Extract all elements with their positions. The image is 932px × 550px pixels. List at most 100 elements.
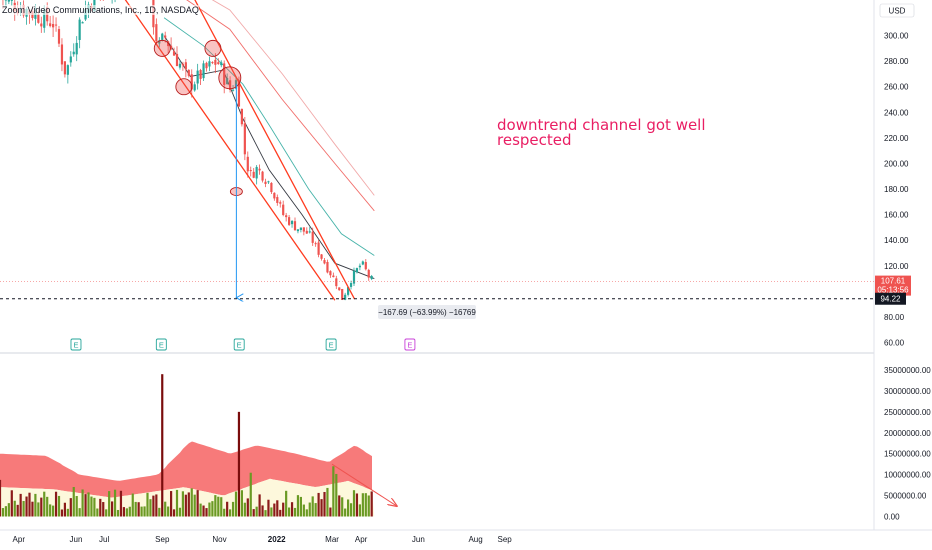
- volume-bar: [199, 503, 202, 517]
- volume-bar: [7, 503, 10, 517]
- volume-bar: [108, 491, 111, 517]
- channel-touch-marker[interactable]: [204, 39, 222, 57]
- volume-bars: [0, 374, 373, 517]
- volume-bar: [161, 374, 164, 517]
- volume-bar: [105, 509, 108, 517]
- volume-bar: [299, 496, 302, 517]
- volume-bar: [22, 500, 25, 517]
- channel-touch-marker[interactable]: [153, 39, 171, 57]
- volume-bar: [84, 494, 87, 517]
- candle-body: [311, 231, 314, 243]
- volume-bar: [131, 493, 134, 517]
- channel-touch-marker[interactable]: [218, 66, 242, 90]
- candle-body: [75, 42, 78, 55]
- earnings-marker-label: E: [329, 341, 334, 350]
- time-axis-tick-label: Jun: [70, 535, 83, 544]
- channel-touch-marker[interactable]: [175, 78, 193, 96]
- channel-upper-line[interactable]: [187, 0, 356, 300]
- volume-trend-arrow[interactable]: [331, 463, 397, 506]
- candle-body: [323, 260, 326, 264]
- volume-bar: [1, 508, 5, 517]
- volume-bar: [158, 507, 161, 517]
- earnings-marker-label: E: [237, 341, 242, 350]
- volume-bar: [178, 507, 182, 517]
- measure-label[interactable]: −167.69 (−63.99%) −16769: [378, 305, 476, 319]
- candle-body: [190, 74, 193, 90]
- currency-box[interactable]: [879, 3, 915, 18]
- earnings-marker-box[interactable]: [233, 338, 245, 351]
- volume-bar: [285, 490, 288, 517]
- candle-body: [358, 265, 361, 268]
- time-axis-tick-label: Aug: [468, 535, 482, 544]
- ma-fast-line: [163, 35, 375, 280]
- candle-body: [220, 62, 223, 66]
- volume-bar: [116, 509, 120, 517]
- candle-body: [326, 261, 329, 273]
- annotation-line-1[interactable]: downtrend channel got well: [497, 116, 706, 134]
- chart-title[interactable]: Zoom Video Communications, Inc., 1D, NAS…: [2, 5, 199, 15]
- candle-body: [181, 63, 184, 66]
- measure-label-bg: [378, 305, 476, 319]
- volume-bar: [19, 493, 22, 517]
- earnings-marker-box[interactable]: [325, 338, 337, 351]
- price-axis-tick-label: 300.00: [884, 32, 909, 41]
- volume-bar: [279, 509, 282, 517]
- candle-body: [167, 41, 170, 47]
- price-axis-tick-label: 120.00: [884, 262, 909, 271]
- volume-bar: [276, 500, 279, 517]
- volume-axis[interactable]: 35000000.00 30000000.00 25000000.00 2000000…: [884, 366, 931, 522]
- volume-bar: [229, 509, 232, 517]
- candle-body: [199, 70, 202, 79]
- volume-bar: [40, 497, 43, 517]
- candle-body: [69, 56, 72, 63]
- candle-body: [317, 242, 320, 255]
- channel-lower-line[interactable]: [119, 0, 336, 301]
- candle-body: [261, 171, 264, 181]
- candle-body: [237, 80, 241, 107]
- price-axis-tick-label: 240.00: [884, 108, 909, 117]
- volume-pane[interactable]: [0, 374, 397, 517]
- volume-bar: [358, 504, 361, 517]
- earnings-marker-box[interactable]: [70, 338, 82, 351]
- candle-body: [264, 181, 267, 184]
- volume-bar: [246, 498, 249, 517]
- support-value: 94.22: [880, 295, 901, 304]
- volume-bar: [317, 492, 320, 517]
- candle-body: [231, 89, 235, 91]
- earnings-marker-box[interactable]: [155, 338, 167, 351]
- earnings-marker-label: E: [73, 341, 78, 350]
- price-axis-tick-label: 220.00: [884, 134, 909, 143]
- volume-bar: [347, 499, 350, 517]
- volume-bar: [258, 494, 261, 517]
- volume-bar: [190, 488, 193, 517]
- candle-body: [164, 35, 167, 38]
- time-axis[interactable]: Apr Jun Jul Sep Nov 2022 Mar Apr Jun Aug Sep: [13, 535, 513, 544]
- volume-bar: [16, 504, 19, 517]
- volume-bar: [211, 501, 214, 517]
- volume-bar: [311, 496, 314, 517]
- volume-bar: [102, 502, 105, 517]
- volume-bar: [323, 491, 326, 517]
- candle-body: [347, 287, 350, 295]
- volume-bar: [329, 507, 332, 517]
- volume-bar: [134, 501, 137, 517]
- volume-bar: [81, 489, 84, 517]
- downtrend-channel[interactable]: [119, 0, 356, 301]
- volume-bar: [314, 503, 317, 517]
- earnings-marker-box[interactable]: [404, 338, 416, 351]
- annotation-line-2[interactable]: respected: [497, 131, 572, 149]
- time-axis-tick-label: Sep: [155, 535, 170, 544]
- volume-axis-tick-label: 30000000.00: [884, 387, 931, 396]
- volume-bar: [231, 501, 235, 517]
- volume-bar: [60, 509, 64, 517]
- volume-bar: [361, 493, 364, 517]
- volume-bar: [37, 502, 40, 517]
- candle-body: [288, 217, 291, 225]
- volume-bar: [63, 502, 66, 517]
- volume-bar: [255, 506, 258, 517]
- volume-bar: [54, 491, 58, 517]
- channel-touch-markers[interactable]: [153, 39, 243, 197]
- volume-axis-tick-label: 15000000.00: [884, 450, 931, 459]
